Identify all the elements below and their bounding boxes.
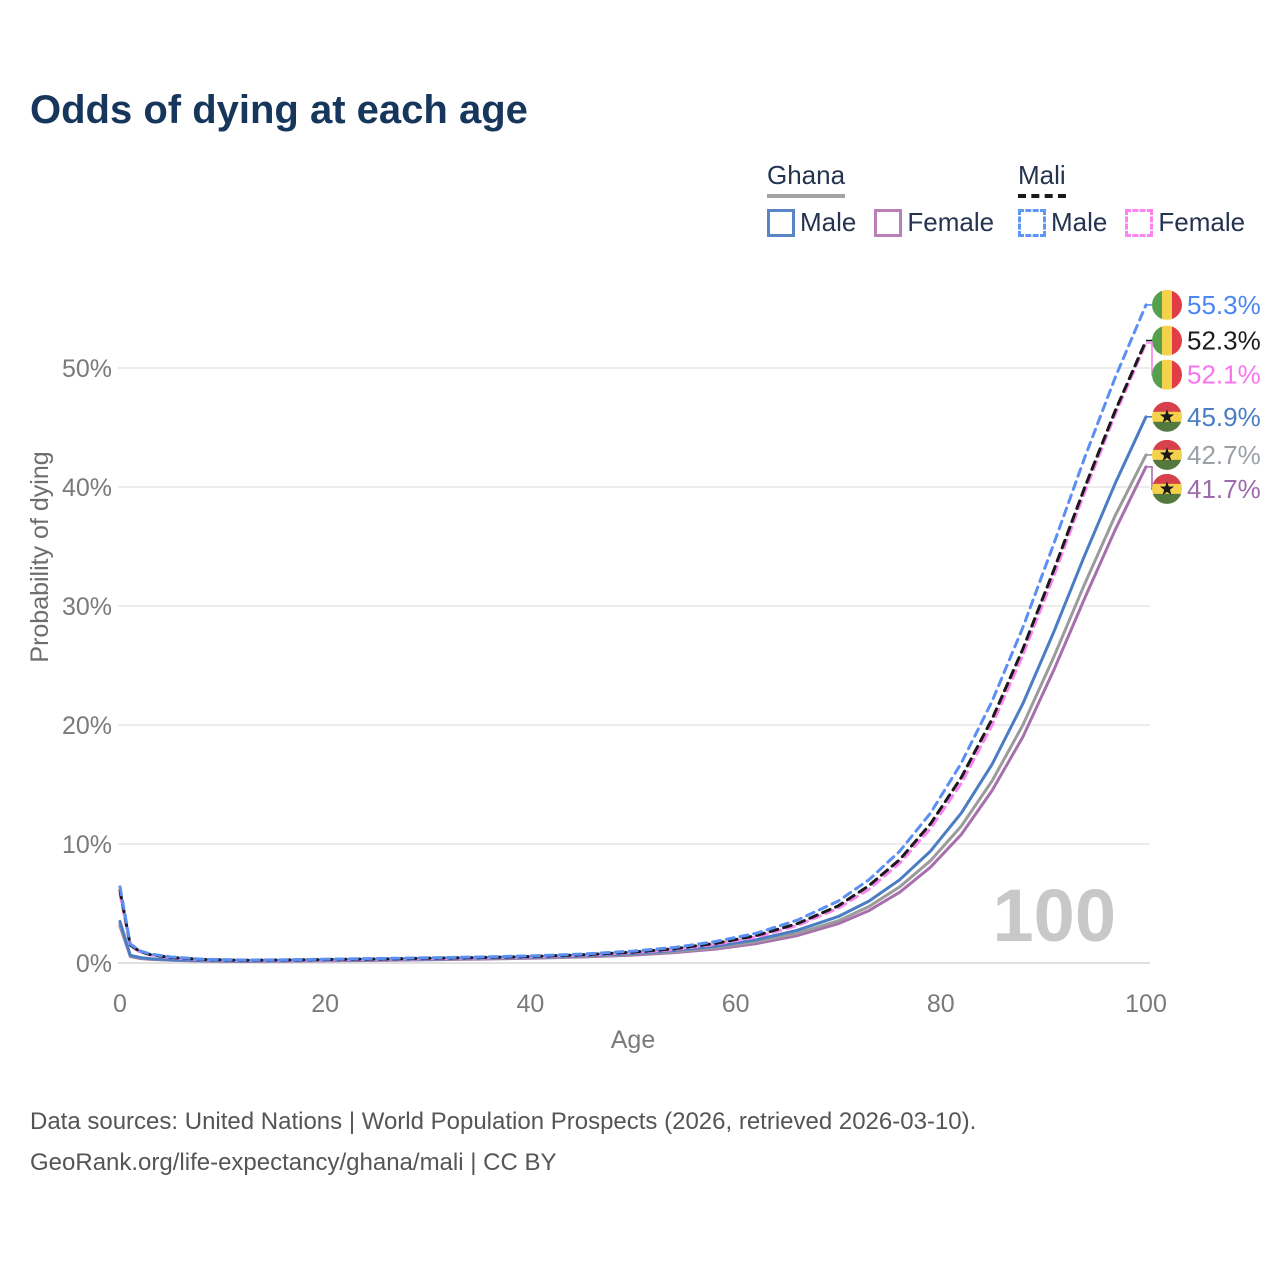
y-tick-label: 20% — [62, 712, 112, 740]
x-axis-title: Age — [611, 1026, 655, 1054]
ghana-star-icon — [1159, 447, 1175, 461]
x-tick-label: 20 — [311, 990, 339, 1018]
mali-male-swatch-icon[interactable] — [1018, 208, 1046, 237]
legend-group-ghana: Ghana Male Female — [767, 160, 1012, 238]
y-axis-title: Probability of dying — [26, 451, 54, 662]
x-tick-label: 100 — [1125, 990, 1167, 1018]
legend-item-mali-male[interactable]: Male — [1018, 207, 1107, 238]
ghana-flag-icon — [1152, 473, 1182, 504]
ghana-female-swatch-icon[interactable] — [874, 208, 903, 237]
ghana-star-icon — [1159, 409, 1175, 423]
end-label-connector — [1146, 466, 1153, 490]
line-mali-female[interactable] — [118, 341, 1148, 962]
end-label-ghana-both: 42.7% — [1187, 440, 1261, 470]
mali-female-swatch-icon[interactable] — [1125, 208, 1154, 237]
end-label-mali-male: 55.3% — [1187, 290, 1261, 320]
legend: Ghana Male Female Mali Male Female — [0, 160, 1280, 240]
y-tick-label: 30% — [62, 593, 112, 621]
data-sources-line2: GeoRank.org/life-expectancy/ghana/mali |… — [30, 1148, 557, 1176]
legend-item-label: Female — [907, 207, 995, 237]
x-tick-label: 80 — [927, 990, 955, 1018]
y-tick-label: 0% — [76, 950, 112, 978]
data-sources: Data sources: United Nations | World Pop… — [30, 1102, 976, 1184]
ghana-flag-icon — [1152, 439, 1182, 470]
ghana-star-icon — [1159, 481, 1175, 495]
x-tick-label: 60 — [722, 990, 750, 1018]
legend-item-mali-female[interactable]: Female — [1125, 207, 1245, 238]
odds-of-dying-chart[interactable]: 0% 10% 20% 30% 40% 50% 0 20 40 60 80 100 Age Probabil… — [0, 0, 1280, 1080]
y-tick-label: 50% — [62, 355, 112, 383]
y-tick-label: 10% — [62, 831, 112, 859]
end-label-connector — [1146, 342, 1153, 376]
legend-item-ghana-male[interactable]: Male — [767, 207, 856, 238]
legend-header-ghana[interactable]: Ghana — [767, 160, 846, 198]
mali-flag-icon — [1152, 289, 1182, 320]
hover-age-watermark: 100 — [993, 874, 1116, 957]
ghana-flag-icon — [1152, 401, 1182, 432]
legend-item-label: Female — [1158, 207, 1246, 237]
x-tick-label: 0 — [113, 990, 127, 1018]
data-sources-line1: Data sources: United Nations | World Pop… — [30, 1108, 977, 1135]
page-title: Odds of dying at each age — [30, 88, 528, 132]
legend-item-ghana-female[interactable]: Female — [874, 207, 994, 238]
legend-header-mali[interactable]: Mali — [1018, 160, 1066, 198]
x-tick-label: 40 — [516, 990, 544, 1018]
legend-item-label: Male — [1051, 207, 1108, 237]
legend-group-mali: Mali Male Female — [1018, 160, 1263, 238]
end-label-mali-female: 52.1% — [1187, 360, 1261, 390]
line-mali-both[interactable] — [118, 339, 1148, 962]
legend-item-label: Male — [800, 207, 857, 237]
ghana-male-swatch-icon[interactable] — [767, 208, 795, 237]
y-tick-label: 40% — [62, 474, 112, 502]
mali-flag-icon — [1152, 359, 1182, 390]
end-label-mali-both: 52.3% — [1187, 326, 1261, 356]
line-mali-male[interactable] — [118, 303, 1148, 962]
end-label-ghana-male: 45.9% — [1187, 402, 1261, 432]
mali-flag-icon — [1152, 325, 1182, 356]
end-label-ghana-female: 41.7% — [1187, 474, 1261, 504]
